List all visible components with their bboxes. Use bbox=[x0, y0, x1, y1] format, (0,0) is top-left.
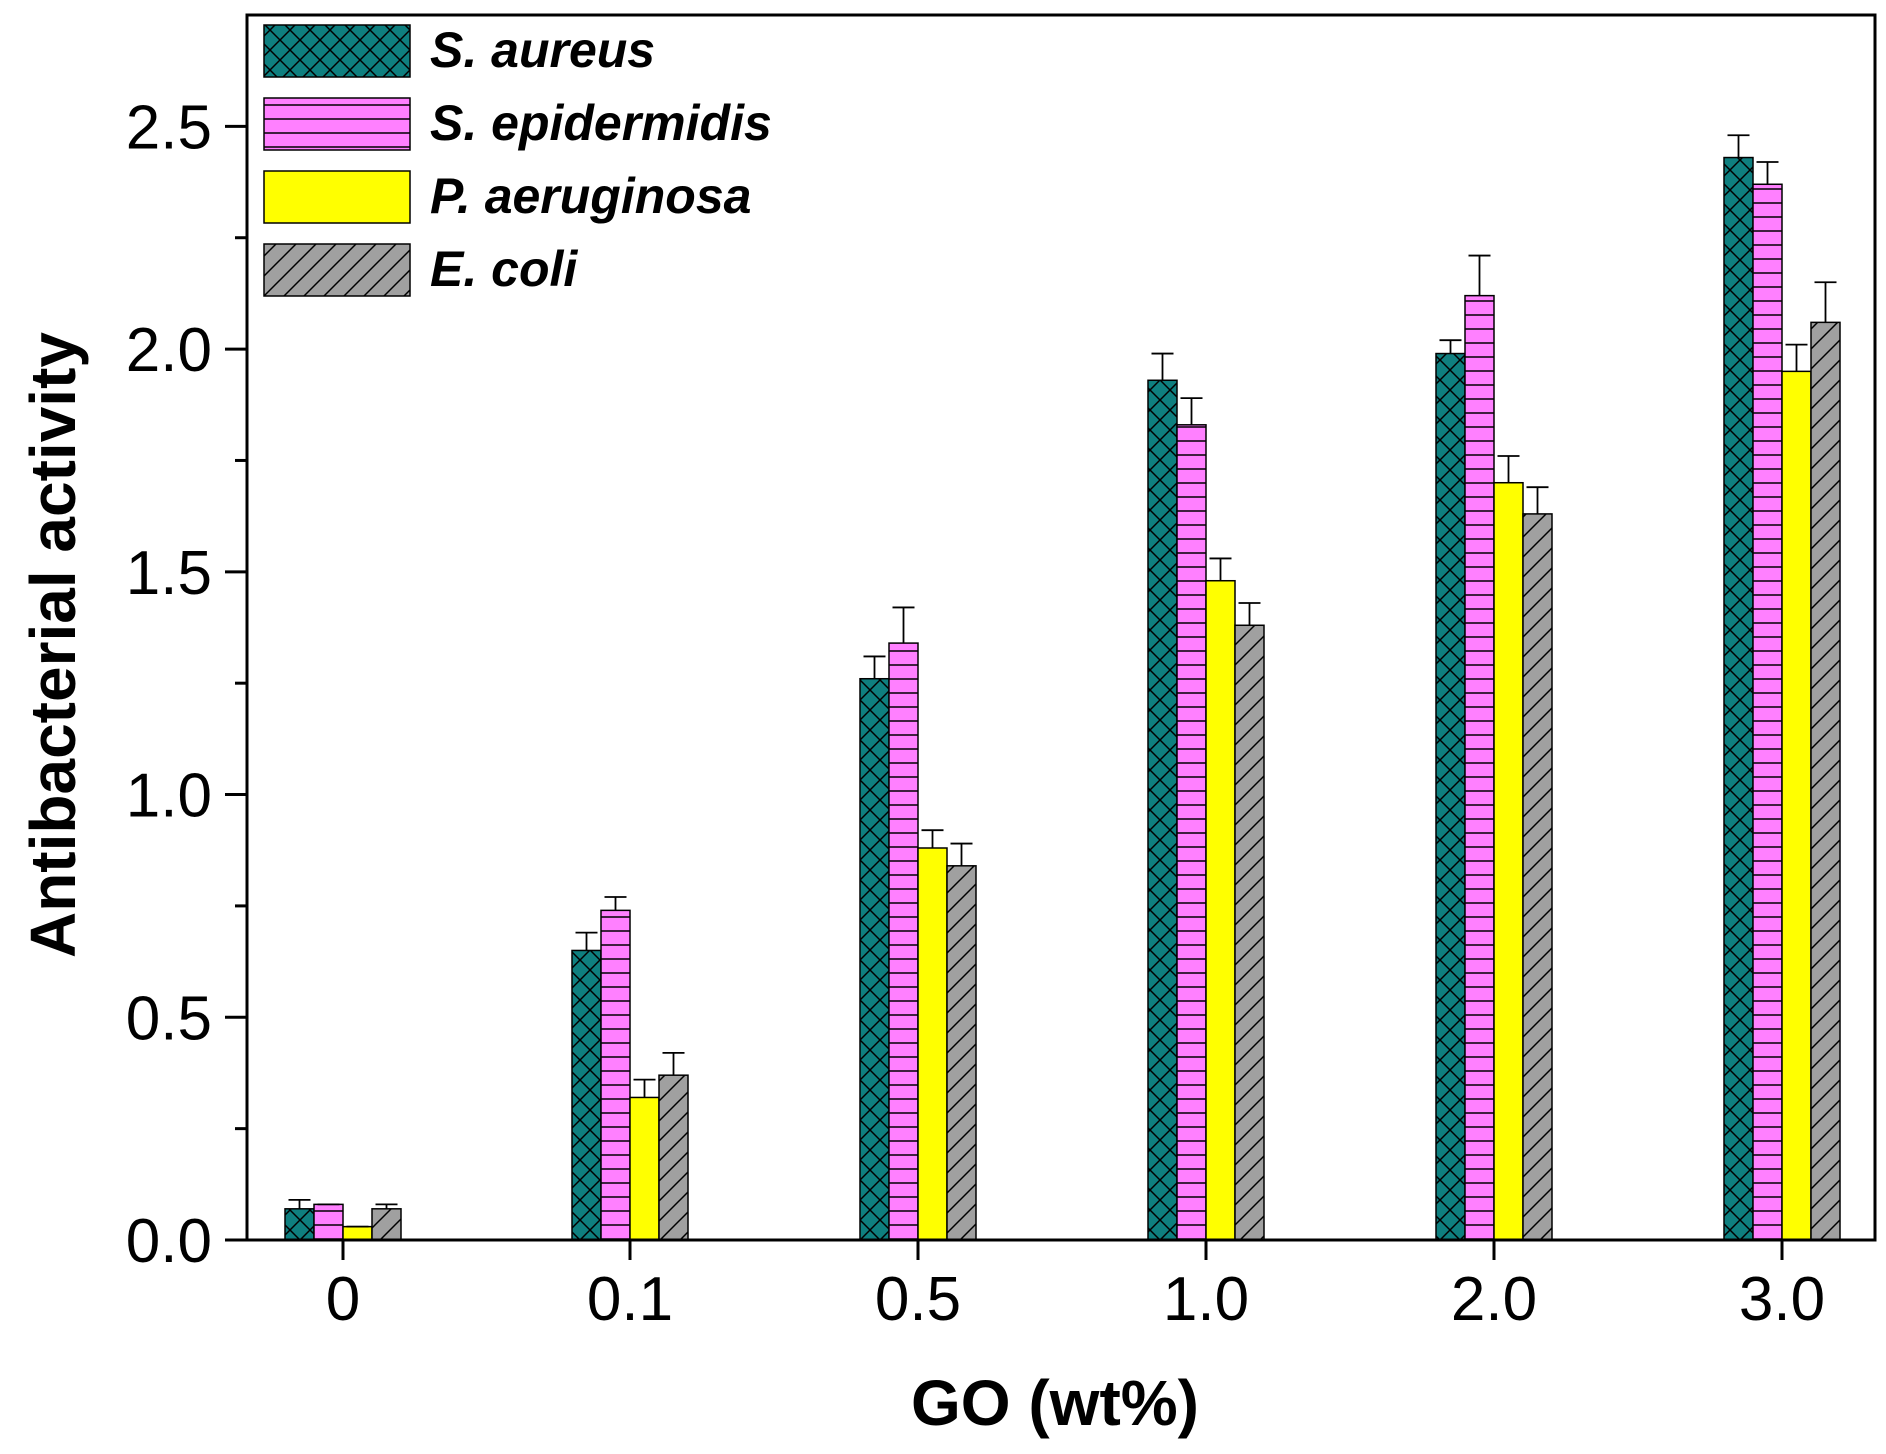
y-tick-label: 1.0 bbox=[126, 762, 212, 831]
error-bar-s-epidermidis-2.0 bbox=[1468, 254, 1491, 296]
bar-s-aureus-0.5 bbox=[859, 677, 890, 1241]
x-axis-title: GO (wt%) bbox=[911, 1367, 1199, 1439]
error-bar-s-aureus-3.0 bbox=[1727, 134, 1750, 158]
x-tick-label: 2.0 bbox=[1451, 1265, 1537, 1334]
bar-p-aeruginosa-3.0 bbox=[1781, 370, 1812, 1241]
x-tick-label: 0.5 bbox=[875, 1265, 961, 1334]
error-bar-p-aeruginosa-0.1 bbox=[633, 1078, 656, 1098]
legend-swatch bbox=[263, 243, 411, 297]
error-bar-e-coli-0 bbox=[375, 1203, 398, 1209]
error-bar-s-aureus-0.1 bbox=[575, 931, 598, 951]
error-bar-s-epidermidis-1.0 bbox=[1180, 397, 1203, 425]
x-tick-label: 0.1 bbox=[587, 1265, 673, 1334]
error-bar-s-aureus-0 bbox=[288, 1199, 311, 1209]
error-bar-s-epidermidis-0.5 bbox=[892, 606, 915, 644]
error-bar-s-epidermidis-0.1 bbox=[604, 896, 627, 911]
bar-p-aeruginosa-0 bbox=[342, 1225, 373, 1241]
legend-label: E. coli bbox=[430, 241, 578, 297]
bar-s-epidermidis-0 bbox=[313, 1203, 344, 1241]
bar-s-epidermidis-0.5 bbox=[888, 642, 919, 1241]
error-bar-e-coli-0.5 bbox=[950, 842, 973, 866]
bar-e-coli-3.0 bbox=[1810, 321, 1841, 1241]
plot-frame bbox=[245, 13, 1877, 1242]
y-tick-label: 2.0 bbox=[126, 316, 212, 385]
bar-p-aeruginosa-1.0 bbox=[1205, 579, 1236, 1241]
legend-label: P. aeruginosa bbox=[430, 168, 751, 224]
error-bar-s-aureus-0.5 bbox=[863, 655, 886, 679]
bar-e-coli-2.0 bbox=[1522, 513, 1553, 1241]
bar-s-aureus-2.0 bbox=[1435, 352, 1466, 1241]
error-bar-p-aeruginosa-1.0 bbox=[1209, 557, 1232, 581]
bar-s-aureus-3.0 bbox=[1723, 156, 1754, 1241]
bar-p-aeruginosa-2.0 bbox=[1493, 481, 1524, 1241]
bar-e-coli-0.5 bbox=[946, 865, 977, 1241]
legend-item-s-epidermidis: S. epidermidis bbox=[263, 95, 772, 151]
error-bar-e-coli-2.0 bbox=[1526, 486, 1549, 514]
bar-p-aeruginosa-0.1 bbox=[629, 1096, 660, 1241]
x-tick-label: 3.0 bbox=[1739, 1265, 1825, 1334]
x-tick-label: 0 bbox=[326, 1265, 360, 1334]
error-bar-s-aureus-1.0 bbox=[1151, 352, 1174, 381]
error-bar-e-coli-1.0 bbox=[1238, 602, 1261, 626]
bar-e-coli-0 bbox=[371, 1208, 402, 1241]
x-tick-label: 1.0 bbox=[1163, 1265, 1249, 1334]
bar-s-aureus-1.0 bbox=[1147, 379, 1178, 1241]
error-bar-s-epidermidis-3.0 bbox=[1756, 161, 1779, 185]
legend-swatch bbox=[263, 170, 411, 224]
bar-e-coli-0.1 bbox=[658, 1074, 689, 1241]
legend-item-s-aureus: S. aureus bbox=[263, 22, 655, 78]
y-tick-label: 1.5 bbox=[126, 539, 212, 608]
bar-s-epidermidis-2.0 bbox=[1464, 294, 1495, 1241]
y-axis-title: Antibacterial activity bbox=[17, 332, 89, 958]
bar-s-epidermidis-3.0 bbox=[1752, 183, 1783, 1241]
y-tick-label: 0.5 bbox=[126, 984, 212, 1053]
bar-s-aureus-0.1 bbox=[571, 949, 602, 1241]
error-bar-e-coli-3.0 bbox=[1814, 281, 1837, 323]
legend-item-p-aeruginosa: P. aeruginosa bbox=[263, 168, 751, 224]
error-bar-p-aeruginosa-2.0 bbox=[1497, 455, 1520, 483]
error-bar-p-aeruginosa-3.0 bbox=[1785, 343, 1808, 372]
legend-label: S. aureus bbox=[430, 22, 655, 78]
y-tick-label: 2.5 bbox=[126, 93, 212, 162]
bar-e-coli-1.0 bbox=[1234, 624, 1265, 1241]
y-tick-label: 0.0 bbox=[126, 1207, 212, 1276]
error-bar-p-aeruginosa-0.5 bbox=[921, 829, 944, 848]
axes-layer: 0.0 0.5 1.0 1.5 2.0 2.5 0 0.1 0.5 1.0 2.0 3.0 bbox=[126, 13, 1877, 1334]
legend-label: S. epidermidis bbox=[430, 95, 772, 151]
bar-p-aeruginosa-0.5 bbox=[917, 847, 948, 1241]
bar-s-epidermidis-1.0 bbox=[1176, 424, 1207, 1241]
error-bar-s-aureus-2.0 bbox=[1439, 339, 1462, 354]
error-bars-layer bbox=[288, 134, 1837, 1228]
bars-layer bbox=[284, 156, 1841, 1241]
error-bar-e-coli-0.1 bbox=[662, 1052, 685, 1076]
legend-swatch bbox=[263, 97, 411, 151]
legend: S. aureus S. epidermidis P. aeruginosa E. c… bbox=[263, 22, 772, 297]
legend-item-e-coli: E. coli bbox=[263, 241, 578, 297]
legend-swatch bbox=[263, 24, 411, 78]
bar-s-epidermidis-0.1 bbox=[600, 909, 631, 1241]
bar-s-aureus-0 bbox=[284, 1208, 315, 1241]
